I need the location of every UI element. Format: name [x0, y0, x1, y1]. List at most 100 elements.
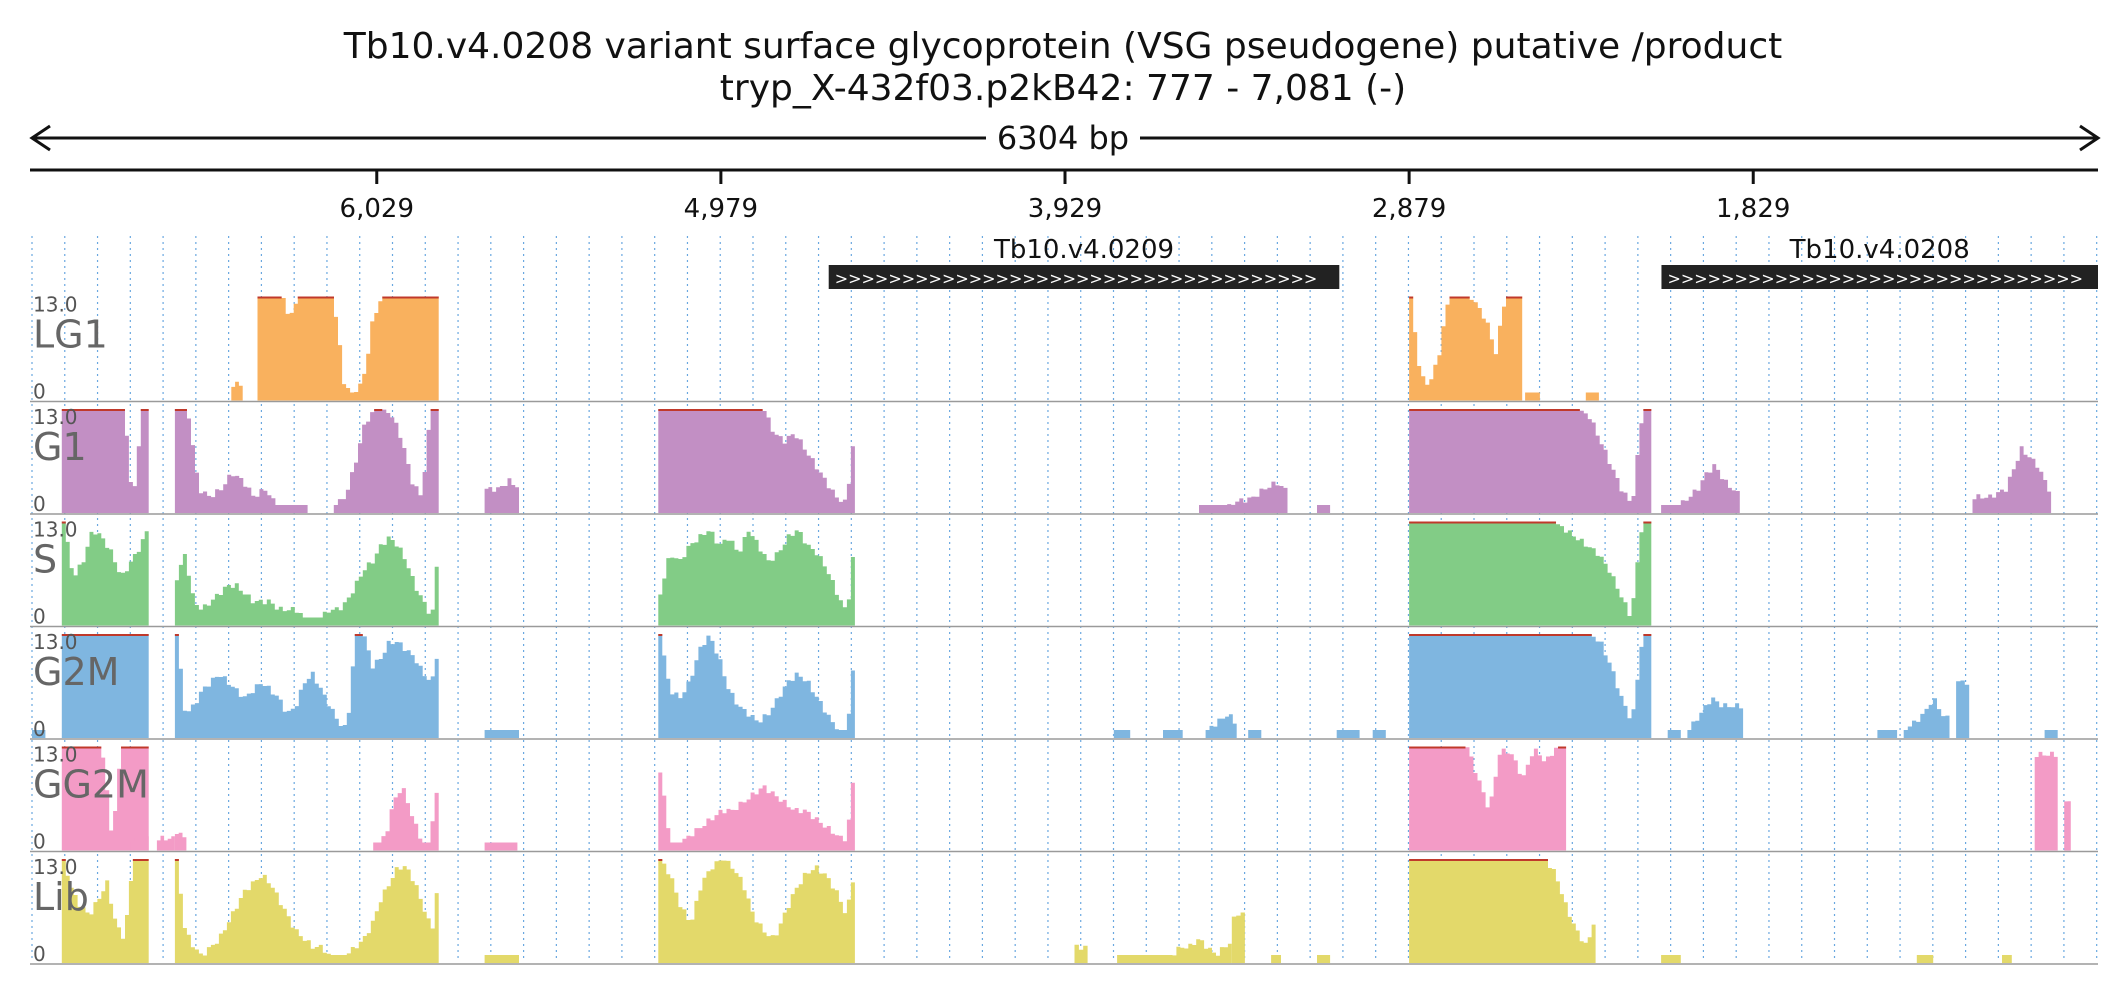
coverage-segment [1956, 679, 1970, 738]
track-name: GG2M [33, 763, 149, 807]
coverage-segment [1317, 955, 1331, 963]
chart-title: Tb10.v4.0208 variant surface glycoprotei… [343, 26, 1783, 67]
track-min-label: 0 [33, 717, 46, 741]
ruler-ticks: 6,029 4,979 3,929 2,879 1,829 [340, 170, 1790, 224]
coverage-segment [32, 730, 46, 738]
coverage-segment [1409, 521, 1652, 626]
strand-arrows: >>>>>>>>>>>>>>>>>>>>>>>>>>>>>>> [1667, 269, 2083, 288]
gene-body[interactable] [1661, 265, 2098, 289]
coverage-segment [484, 478, 519, 513]
coverage-segment [1661, 464, 1740, 513]
coverage-segment [174, 634, 439, 738]
coverage-segment [1199, 481, 1288, 513]
coverage-segment [1667, 730, 1681, 738]
coverage-segment [174, 859, 439, 963]
coverage-segment [1117, 936, 1232, 963]
coverage-segment [1409, 746, 1567, 851]
coverage-segment [1903, 698, 1950, 738]
track-max-label: 13.0 [33, 743, 78, 767]
gene-label: Tb10.v4.0208 [1789, 235, 1970, 265]
coverage-segment [658, 634, 855, 738]
coverage-segment [1113, 730, 1131, 738]
coverage-segment [658, 746, 855, 851]
span-label: 6304 bp [997, 119, 1129, 157]
coverage-segment [1409, 634, 1652, 738]
coverage-segment [1372, 730, 1386, 738]
ruler-tick-label: 4,979 [684, 194, 758, 224]
coverage-segment [1661, 955, 1681, 963]
region-subtitle: tryp_X-432f03.p2kB42: 777 - 7,081 (-) [720, 68, 1406, 109]
coverage-segment [61, 409, 149, 513]
gene-features: >>>>>>>>>>>>>>>>>>>>>>>>>>>>>>>>>>>> Tb10… [828, 235, 2098, 289]
coverage-segment [156, 835, 175, 851]
coverage-segment [1336, 730, 1360, 738]
coverage-segment [1205, 714, 1237, 738]
coverage-segment [1248, 730, 1262, 738]
coverage-segment [1687, 697, 1744, 738]
coverage-segment [257, 296, 439, 401]
coverage-segment [658, 409, 855, 513]
gene-body[interactable] [828, 265, 1340, 289]
track-max-label: 13.0 [33, 405, 78, 429]
track-name: S [33, 538, 57, 582]
coverage-segment [484, 955, 519, 963]
coverage-segment [1916, 955, 1934, 963]
track-min-label: 0 [33, 942, 46, 966]
coverage-segment [174, 521, 439, 626]
track-g1: 13.0 0 G1 [30, 405, 2098, 516]
track-max-label: 13.0 [33, 630, 78, 654]
track-gg2m: 13.0 0 GG2M [30, 743, 2098, 854]
coverage-segment [658, 521, 855, 626]
coverage-segment [1409, 296, 1523, 401]
coverage-segment [484, 730, 519, 738]
ruler-tick-label: 1,829 [1716, 194, 1790, 224]
track-min-label: 0 [33, 492, 46, 516]
track-max-label: 13.0 [33, 518, 78, 542]
coverage-segment [333, 409, 439, 513]
track-name: LG1 [33, 313, 108, 357]
coverage-segment [1409, 859, 1596, 963]
coverage-segment [1317, 505, 1331, 513]
track-min-label: 0 [33, 830, 46, 854]
coverage-segment [1877, 730, 1898, 738]
ruler-tick-label: 3,929 [1028, 194, 1102, 224]
track-max-label: 13.0 [33, 855, 78, 879]
track-min-label: 0 [33, 380, 46, 404]
coverage-segment [231, 381, 243, 401]
track-g2m: 13.0 0 G2M [30, 630, 2098, 741]
coverage-segment [2002, 955, 2012, 963]
coverage-segment [373, 788, 439, 851]
coverage-segment [130, 836, 149, 851]
ruler-tick-label: 2,879 [1372, 194, 1446, 224]
coverage-segment [1074, 944, 1088, 963]
coverage-segment [2034, 751, 2058, 851]
coverage-segment [1163, 730, 1183, 738]
coverage-segment [174, 832, 187, 851]
track-name: Lib [33, 875, 89, 919]
track-max-label: 13.0 [33, 293, 78, 317]
track-lib: 13.0 0 Lib [30, 855, 2098, 966]
gene-feature[interactable]: >>>>>>>>>>>>>>>>>>>>>>>>>>>>>>> Tb10.v4.0… [1661, 235, 2098, 289]
track-min-label: 0 [33, 605, 46, 629]
track-name: G2M [33, 650, 119, 694]
span-arrow: 6304 bp [29, 118, 2101, 158]
coverage-segment [61, 746, 149, 851]
track-s: 13.0 0 S [30, 518, 2098, 629]
gene-label: Tb10.v4.0209 [993, 235, 1174, 265]
gridlines [31, 236, 2098, 962]
coverage-segment [1271, 955, 1281, 963]
coverage-segment [61, 859, 149, 963]
coverage-segment [1409, 409, 1652, 513]
coverage-segment [1231, 912, 1245, 963]
coverage-segment [1525, 392, 1540, 401]
ruler-tick-label: 6,029 [340, 194, 414, 224]
coverage-segment [61, 521, 149, 626]
coverage-segment [1585, 392, 1599, 401]
coverage-segment [2044, 730, 2058, 738]
coverage-tracks: 13.00LG113.00G113.00S13.00G2M13.00GG2M13… [30, 293, 2098, 966]
track-lg1: 13.0 0 LG1 [30, 293, 2098, 404]
coverage-segment [484, 842, 518, 851]
strand-arrows: >>>>>>>>>>>>>>>>>>>>>>>>>>>>>>>>>>>> [835, 269, 1318, 288]
gene-feature[interactable]: >>>>>>>>>>>>>>>>>>>>>>>>>>>>>>>>>>>> Tb10… [828, 235, 1340, 289]
